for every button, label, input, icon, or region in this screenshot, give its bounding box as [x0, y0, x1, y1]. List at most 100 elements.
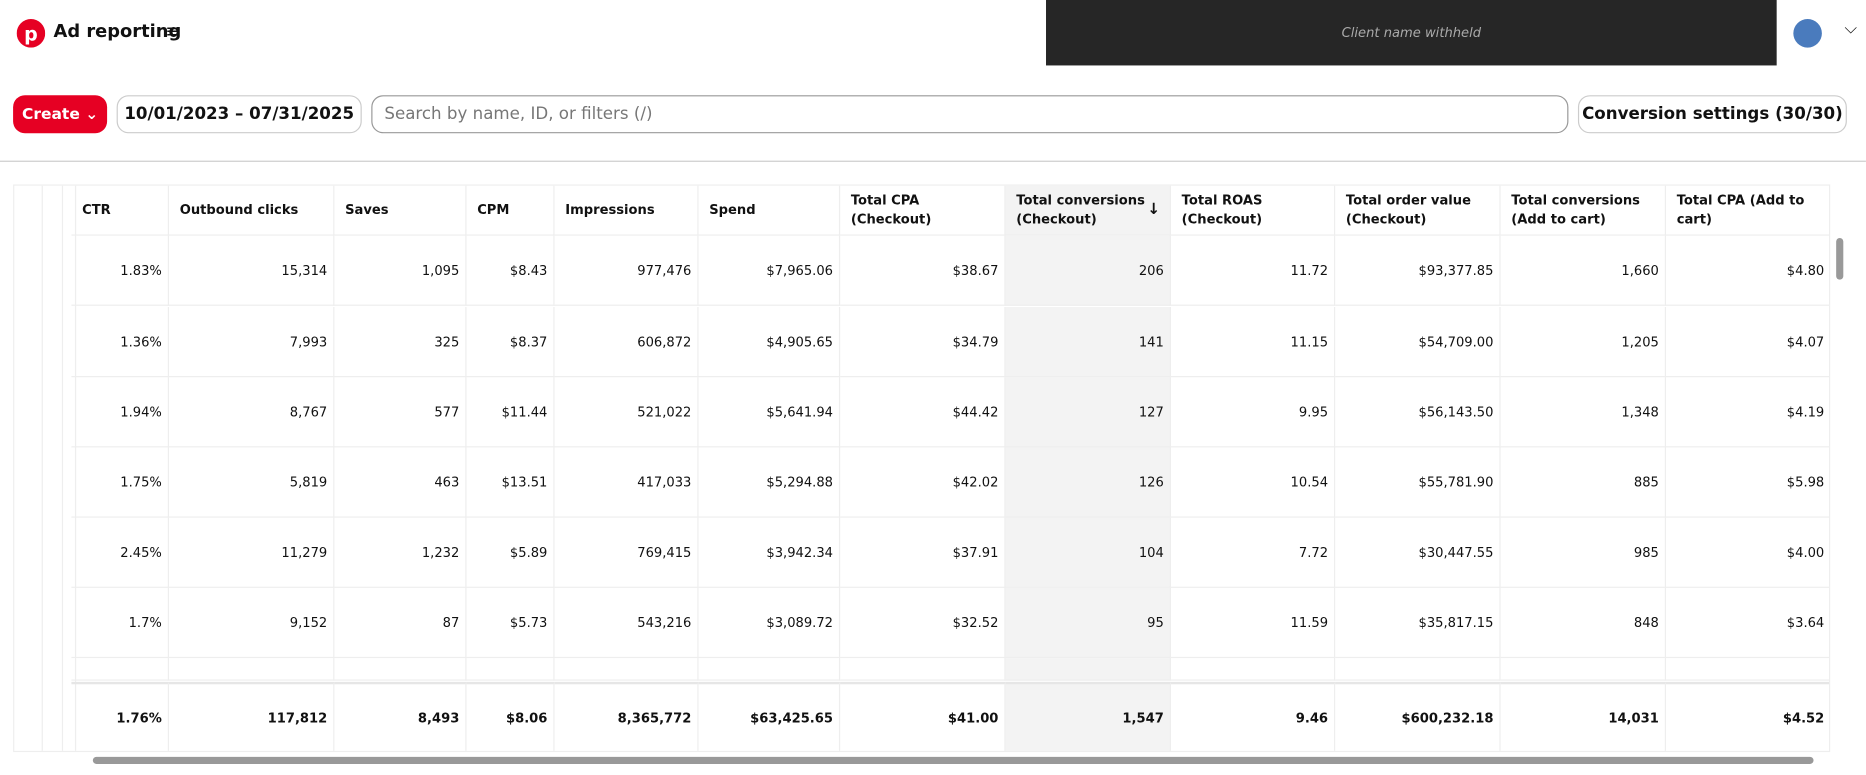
account-chevron[interactable]: ⌵ — [1844, 19, 1858, 39]
table-cell: 87 — [334, 587, 467, 659]
table-cell: 1.7% — [71, 587, 169, 659]
table-cell: $54,709.00 — [1335, 307, 1501, 378]
client-banner: Client name withheld — [1046, 0, 1777, 66]
table-cell: $44.42 — [840, 377, 1006, 448]
table-cell: 10.54 — [1170, 447, 1336, 518]
h-scrollbar[interactable] — [92, 756, 1814, 764]
table-cell: $5.98 — [1666, 447, 1830, 518]
table-cell: $55,781.90 — [1335, 447, 1501, 518]
filler-cell — [840, 658, 1006, 681]
table-cell: 1,095 — [334, 235, 467, 306]
table-cell: 1.83% — [71, 235, 169, 306]
table-cell: $38.67 — [840, 235, 1006, 306]
table-cell: $42.02 — [840, 447, 1006, 518]
svg-text:p: p — [24, 23, 38, 45]
table-cell: 8,767 — [168, 377, 335, 448]
total-cell: $8.06 — [466, 681, 555, 751]
column-header: Impressions — [554, 185, 699, 236]
filler-cell — [554, 658, 699, 681]
table-cell: $4.19 — [1666, 377, 1830, 448]
total-cell: $600,232.18 — [1335, 681, 1501, 751]
table-cell: 985 — [1500, 517, 1667, 588]
date-range[interactable]: 10/01/2023 – 07/31/2025 — [116, 95, 362, 134]
menu-icon[interactable]: ≡ — [165, 20, 181, 42]
total-cell: 1.76% — [71, 681, 169, 751]
table-cell: $7,965.06 — [698, 235, 841, 306]
table-cell: 9.95 — [1170, 377, 1336, 448]
table-cell: 769,415 — [554, 517, 699, 588]
app-title: Ad reporting — [53, 20, 182, 42]
total-cell: 14,031 — [1500, 681, 1667, 751]
table-cell: 1,232 — [334, 517, 467, 588]
column-header: Outbound clicks — [168, 185, 335, 236]
table-cell: $4,905.65 — [698, 307, 841, 378]
table-cell: $3,089.72 — [698, 587, 841, 659]
table-cell: 521,022 — [554, 377, 699, 448]
table-cell: 95 — [1005, 587, 1171, 659]
column-header: CPM — [466, 185, 555, 236]
avatar[interactable] — [1793, 19, 1822, 48]
create-button[interactable]: Create ⌄ — [13, 95, 108, 134]
total-cell: 8,365,772 — [554, 681, 699, 751]
table-cell: 1,660 — [1500, 235, 1667, 306]
table-cell: $4.80 — [1666, 236, 1830, 306]
total-cell: 9.46 — [1170, 681, 1336, 751]
table-cell: $5.73 — [466, 587, 555, 659]
table-cell: $37.91 — [840, 517, 1006, 588]
table-cell: 7.72 — [1170, 517, 1336, 588]
table-cell: 1.36% — [71, 307, 169, 378]
stub-column — [14, 185, 43, 751]
table-cell: $3.64 — [1666, 588, 1830, 659]
table-cell: 325 — [334, 307, 467, 378]
table-cell: $56,143.50 — [1335, 377, 1501, 448]
table-cell: 543,216 — [554, 587, 699, 659]
column-header: Total CPA (Checkout) — [840, 185, 1006, 236]
column-header: Saves — [334, 185, 467, 236]
total-cell: 117,812 — [168, 681, 335, 751]
conversion-settings[interactable]: Conversion settings (30/30) — [1577, 95, 1847, 134]
table-cell: 11.72 — [1170, 235, 1336, 306]
filler-cell — [1005, 658, 1171, 681]
divider — [0, 160, 1866, 162]
stub-column — [63, 185, 77, 751]
table-cell: 885 — [1500, 447, 1667, 518]
table-cell: $5.89 — [466, 517, 555, 588]
table-cell: 848 — [1500, 587, 1667, 659]
table-cell: 1.94% — [71, 377, 169, 448]
table-cell: $4.07 — [1666, 307, 1830, 378]
table-cell: 417,033 — [554, 447, 699, 518]
column-header: CTR — [71, 185, 169, 236]
filler-cell — [334, 658, 467, 681]
filler-cell — [466, 658, 555, 681]
table-cell: $5,294.88 — [698, 447, 841, 518]
table-cell: 7,993 — [168, 307, 335, 378]
table-cell: 9,152 — [168, 587, 335, 659]
column-header: Total ROAS (Checkout) — [1170, 185, 1336, 236]
table-cell: $13.51 — [466, 447, 555, 518]
table-cell: $5,641.94 — [698, 377, 841, 448]
total-cell: $63,425.65 — [698, 681, 841, 751]
table-cell: 463 — [334, 447, 467, 518]
table-cell: 606,872 — [554, 307, 699, 378]
column-header: Total CPA (Add to cart) — [1666, 186, 1830, 236]
filler-cell — [1335, 658, 1501, 681]
table-cell: $4.00 — [1666, 518, 1830, 588]
column-header: Total order value (Checkout) — [1335, 185, 1501, 236]
create-label: Create — [22, 105, 80, 124]
search-box[interactable]: Search by name, ID, or filters (/) — [371, 95, 1569, 134]
v-scrollbar[interactable] — [1836, 238, 1844, 280]
filler-cell — [1170, 658, 1336, 681]
table-cell: $32.52 — [840, 587, 1006, 659]
table-cell: $3,942.34 — [698, 517, 841, 588]
column-header[interactable]: Total conversions (Checkout) ↓ — [1005, 185, 1171, 236]
column-header: Spend — [698, 185, 841, 236]
table-cell: 2.45% — [71, 517, 169, 588]
total-cell: 8,493 — [334, 681, 467, 751]
total-cell: $41.00 — [840, 681, 1006, 751]
table-cell: 11.15 — [1170, 307, 1336, 378]
table-cell: 206 — [1005, 235, 1171, 306]
filler-cell — [1500, 658, 1667, 681]
stub-column — [43, 185, 64, 751]
table-cell: 977,476 — [554, 235, 699, 306]
